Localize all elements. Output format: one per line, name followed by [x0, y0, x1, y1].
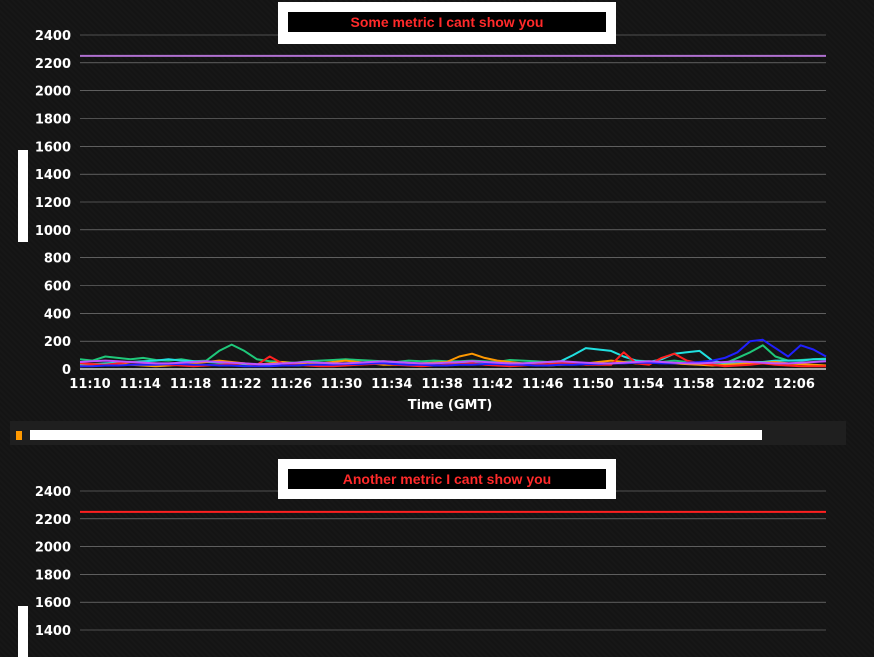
chart1-x-tick-label: 11:34 [371, 377, 412, 392]
chart1-y-tick-label: 200 [44, 335, 71, 350]
chart2-gridlines [80, 490, 826, 631]
chart1-x-tick-label: 11:14 [120, 377, 161, 392]
chart2-title: Another metric I cant show you [288, 469, 606, 489]
chart1-y-tick-label: 1200 [35, 196, 71, 211]
chart1-x-tick-labels: 11:10 11:14 11:18 11:22 11:26 11:30 11:34 11:38… [69, 377, 815, 392]
chart1-y-tick-label: 2000 [35, 85, 71, 100]
chart1-series-lines [79, 338, 827, 368]
chart1-x-tick-label: 11:50 [572, 377, 613, 392]
chart1-series-line [80, 338, 827, 368]
chart1-y-tick-labels: 0 200 400 600 800 1000 1200 1400 1600 1800 2000 220… [35, 29, 71, 378]
chart1-x-tick-label: 11:42 [472, 377, 513, 392]
chart2-y-tick-label: 2000 [35, 541, 71, 556]
chart1-x-tick-label: 11:18 [170, 377, 211, 392]
chart1-x-tick-label: 11:54 [623, 377, 664, 392]
legend-marker [16, 431, 22, 440]
chart1-x-tick-label: 12:02 [723, 377, 764, 392]
chart1-x-tick-label: 11:46 [522, 377, 563, 392]
chart1-title-frame: Some metric I cant show you [278, 2, 616, 44]
chart1-y-tick-label: 1800 [35, 113, 71, 128]
chart1-y-tick-label: 600 [44, 280, 71, 295]
chart2-y-tick-labels: 2400 2200 2000 1800 1600 1400 [35, 485, 71, 639]
chart1-x-tick-label: 11:30 [321, 377, 362, 392]
chart1-y-tick-label: 800 [44, 252, 71, 267]
chart1-x-tick-label: 11:26 [271, 377, 312, 392]
chart1-title: Some metric I cant show you [288, 12, 606, 32]
chart2-y-tick-label: 2400 [35, 485, 71, 500]
chart1-y-tick-label: 400 [44, 307, 71, 322]
chart1-y-tick-label: 1000 [35, 224, 71, 239]
chart1-gridlines [80, 34, 826, 370]
chart1-series-line [79, 359, 827, 366]
chart1-x-tick-label: 11:38 [421, 377, 462, 392]
chart1-x-tick-label: 11:58 [673, 377, 714, 392]
chart1-x-axis-title: Time (GMT) [408, 398, 493, 413]
chart2-y-tick-label: 1800 [35, 568, 71, 583]
chart1-y-tick-label: 2400 [35, 29, 71, 44]
chart1-y-tick-label: 1600 [35, 140, 71, 155]
chart1-y-tick-label: 2200 [35, 57, 71, 72]
chart1-y-axis-label-mask [18, 150, 28, 242]
chart2-title-frame: Another metric I cant show you [278, 459, 616, 499]
legend-redaction [30, 430, 762, 440]
chart1-y-tick-label: 1400 [35, 168, 71, 183]
chart2-y-tick-label: 1600 [35, 596, 71, 611]
chart2-y-tick-label: 1400 [35, 624, 71, 639]
chart1-y-tick-label: 0 [62, 363, 71, 378]
chart2-y-axis-label-mask [18, 606, 28, 657]
chart1-x-tick-label: 12:06 [774, 377, 815, 392]
chart1-x-tick-label: 11:10 [69, 377, 110, 392]
chart2-y-tick-label: 2200 [35, 513, 71, 528]
chart1-x-tick-label: 11:22 [220, 377, 261, 392]
